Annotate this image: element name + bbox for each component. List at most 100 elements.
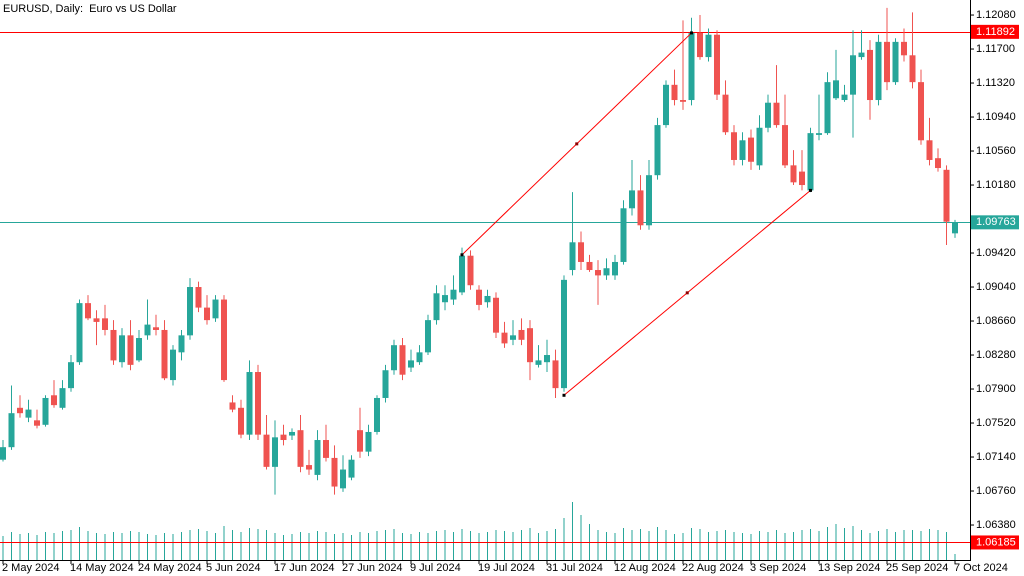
candle-body: [561, 279, 567, 389]
candle-body: [204, 307, 210, 321]
candle-body: [603, 268, 610, 276]
candle-body: [782, 125, 788, 166]
candle-body: [467, 255, 474, 286]
candle-body: [697, 32, 703, 58]
candle-body: [620, 208, 627, 262]
candle-body: [348, 459, 355, 478]
candle-body: [297, 430, 304, 467]
x-tick-label: 19 Jul 2024: [478, 562, 535, 574]
candle-body: [935, 158, 941, 169]
candle-body: [612, 261, 618, 276]
candle-body: [867, 49, 873, 101]
candle-body: [807, 133, 814, 191]
candle-body: [153, 327, 159, 330]
candle-body: [552, 360, 559, 389]
candle-body: [646, 175, 652, 226]
candle-body: [246, 372, 253, 435]
price-label: 1.06185: [976, 536, 1016, 548]
candle-body: [680, 100, 686, 102]
candle-body: [42, 397, 49, 425]
candle-body: [765, 102, 771, 128]
candle-body: [289, 431, 295, 436]
trendline-point: [809, 188, 812, 192]
candle-body: [102, 318, 108, 330]
candle-body: [425, 320, 431, 353]
y-tick-label: 1.10180: [976, 179, 1016, 191]
candle-body: [306, 465, 312, 470]
candle-body: [663, 84, 669, 126]
y-tick-label: 1.09420: [976, 247, 1016, 259]
candle-body: [59, 388, 66, 408]
candle-body: [654, 125, 661, 176]
candle-body: [501, 332, 508, 344]
trendline-point: [690, 31, 693, 35]
price-label: 1.09763: [976, 216, 1016, 228]
x-tick-label: 7 Oct 2024: [954, 562, 1008, 574]
candle-body: [187, 287, 193, 336]
y-tick-label: 1.07900: [976, 383, 1016, 395]
candle-body: [901, 41, 907, 56]
candle-body: [110, 329, 117, 361]
trendline-point: [562, 393, 566, 397]
x-tick-label: 25 Sep 2024: [886, 562, 948, 574]
candle-body: [127, 335, 134, 365]
candle-body: [161, 329, 168, 379]
x-tick-label: 31 Jul 2024: [546, 562, 603, 574]
candle-body: [518, 329, 525, 340]
y-tick-label: 1.11320: [976, 77, 1015, 89]
trendline-midpoint: [685, 291, 689, 295]
candle-body: [535, 360, 542, 365]
candle-body: [399, 345, 406, 375]
candle-body: [773, 102, 780, 126]
candle-body: [637, 190, 644, 226]
candle-body: [671, 84, 678, 101]
candle-body: [331, 457, 338, 487]
candle-body: [790, 165, 797, 183]
candle-body: [926, 140, 933, 160]
candle-body: [748, 137, 754, 162]
candle-body: [459, 255, 465, 293]
candle-body: [714, 34, 720, 95]
y-tick-label: 1.08660: [976, 315, 1016, 327]
candle-body: [374, 397, 380, 432]
candle-body: [136, 338, 142, 361]
candle-body: [739, 140, 746, 160]
trendline-point: [460, 253, 464, 257]
trendline-midpoint: [575, 142, 579, 146]
price-label: 1.11892: [976, 26, 1015, 38]
candle-body: [875, 41, 882, 101]
candle-body: [493, 297, 499, 333]
x-tick-label: 2 May 2024: [2, 562, 59, 574]
x-tick-label: 12 Aug 2024: [614, 562, 676, 574]
x-tick-label: 14 May 2024: [70, 562, 134, 574]
x-tick-label: 3 Sep 2024: [750, 562, 806, 574]
candle-body: [595, 270, 601, 276]
y-tick-label: 1.06760: [976, 485, 1016, 497]
candle-body: [943, 169, 950, 222]
candle-body: [178, 335, 185, 353]
candle-body: [76, 303, 83, 363]
candle-body: [586, 261, 593, 271]
candle-body: [544, 355, 550, 363]
y-tick-label: 1.11700: [976, 43, 1015, 55]
candle-body: [841, 94, 848, 101]
candle-body: [340, 469, 346, 489]
candle-body: [272, 437, 278, 467]
x-tick-label: 24 May 2024: [138, 562, 202, 574]
y-tick-label: 1.12080: [976, 9, 1016, 21]
candle-body: [816, 133, 822, 135]
candle-body: [918, 82, 924, 141]
candle-body: [68, 362, 74, 389]
y-tick-label: 1.06380: [976, 519, 1016, 531]
candle-body: [263, 434, 270, 467]
x-tick-label: 9 Jul 2024: [410, 562, 461, 574]
candle-body: [238, 407, 244, 435]
candle-body: [892, 41, 899, 83]
candle-body: [731, 132, 737, 160]
candle-body: [25, 409, 32, 418]
price-label-box: [971, 535, 1019, 550]
candle-body: [34, 420, 40, 426]
candle-body: [442, 295, 448, 303]
